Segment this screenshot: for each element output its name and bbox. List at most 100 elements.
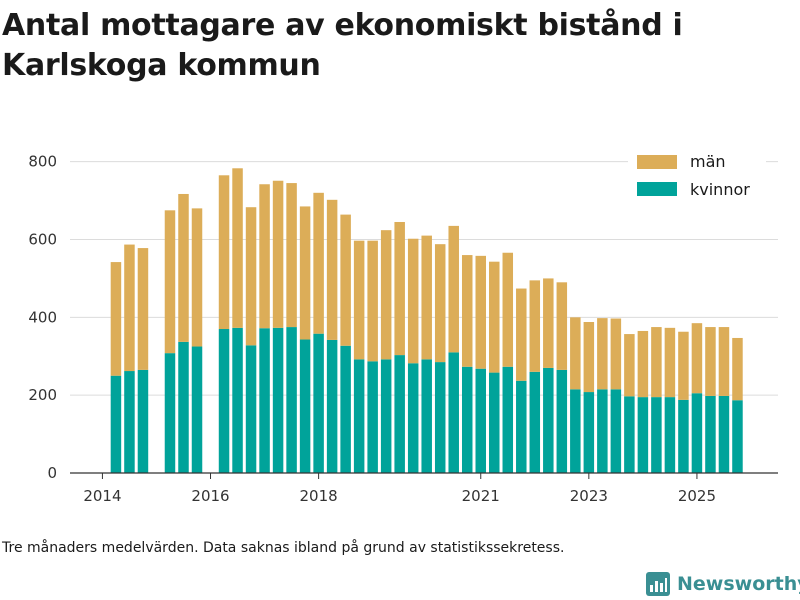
brand-logo: Newsworthy xyxy=(645,570,800,598)
bar-man xyxy=(475,255,486,369)
bar-kvinnor xyxy=(583,392,595,473)
bar-kvinnor xyxy=(434,362,446,473)
bar-man xyxy=(353,240,365,360)
bar-kvinnor xyxy=(461,366,473,473)
bar-kvinnor xyxy=(610,389,622,473)
bar-kvinnor xyxy=(570,389,581,473)
bar-kvinnor xyxy=(556,369,568,473)
bar-kvinnor xyxy=(326,339,338,473)
bar-kvinnor xyxy=(340,345,351,473)
y-tick-label: 200 xyxy=(28,386,57,404)
bar-kvinnor xyxy=(218,329,230,473)
bar-man xyxy=(394,221,405,356)
bar-kvinnor xyxy=(732,400,743,473)
bar-man xyxy=(610,318,622,390)
bar-man xyxy=(124,244,135,372)
bar-man xyxy=(110,262,122,376)
bar-man xyxy=(326,199,338,340)
x-tick-label: 2025 xyxy=(678,487,716,505)
bar-man xyxy=(597,318,608,390)
bar-man xyxy=(434,244,446,363)
bar-man xyxy=(651,327,662,398)
bar-kvinnor xyxy=(286,327,297,473)
bar-kvinnor xyxy=(164,353,176,473)
y-tick-label: 600 xyxy=(28,231,57,249)
bar-man xyxy=(529,280,541,372)
bar-man xyxy=(705,327,716,396)
y-tick-label: 0 xyxy=(47,464,57,482)
bar-man xyxy=(272,180,284,328)
bar-kvinnor xyxy=(597,389,608,473)
bar-man xyxy=(556,282,568,370)
bar-kvinnor xyxy=(380,359,392,473)
bar-man xyxy=(637,330,649,398)
bar-man xyxy=(137,248,149,370)
bar-man xyxy=(678,331,689,400)
bar-kvinnor xyxy=(678,399,689,473)
bar-kvinnor xyxy=(651,397,662,473)
brand-name: Newsworthy xyxy=(677,573,800,595)
footnote: Tre månaders medelvärden. Data saknas ib… xyxy=(2,540,565,556)
bar-man xyxy=(191,208,203,347)
bar-kvinnor xyxy=(475,368,486,473)
bar-kvinnor xyxy=(191,346,203,473)
bar-kvinnor xyxy=(489,372,500,473)
bar-kvinnor xyxy=(137,369,149,473)
bar-kvinnor xyxy=(624,396,635,473)
legend-label-man: män xyxy=(690,152,726,171)
bar-man xyxy=(367,240,378,362)
bar-man xyxy=(218,175,230,330)
x-tick-label: 2021 xyxy=(462,487,500,505)
bar-kvinnor xyxy=(421,359,432,473)
bar-man xyxy=(516,288,527,381)
bar-man xyxy=(421,235,432,360)
bar-man xyxy=(286,183,297,328)
bar-kvinnor xyxy=(394,355,405,473)
bar-kvinnor xyxy=(529,371,541,473)
bar-kvinnor xyxy=(232,327,243,473)
x-tick-label: 2018 xyxy=(300,487,338,505)
bar-man xyxy=(407,238,419,364)
legend: män kvinnor xyxy=(628,148,766,204)
legend-swatch-man xyxy=(637,155,677,169)
bar-man xyxy=(570,317,581,390)
bar-man xyxy=(489,261,500,373)
bar-man xyxy=(732,337,743,401)
bar-kvinnor xyxy=(516,380,527,473)
bar-kvinnor xyxy=(718,395,730,473)
axis-layer: 0 200 400 600 800 2014 2016 2018 2021 2023 2025 xyxy=(28,153,778,505)
bar-man xyxy=(313,192,324,334)
x-tick-label: 2023 xyxy=(570,487,608,505)
bar-kvinnor xyxy=(691,393,703,473)
bar-kvinnor xyxy=(245,345,257,473)
legend-label-kvinnor: kvinnor xyxy=(690,180,750,199)
bar-man xyxy=(691,323,703,394)
bar-man xyxy=(718,327,730,396)
bar-kvinnor xyxy=(637,397,649,473)
bar-kvinnor xyxy=(353,359,365,473)
bar-kvinnor xyxy=(705,395,716,473)
bar-kvinnor xyxy=(407,363,419,473)
bar-kvinnor xyxy=(259,328,270,473)
bar-kvinnor xyxy=(502,366,514,473)
bar-kvinnor xyxy=(543,367,554,473)
bar-kvinnor xyxy=(124,371,135,473)
bar-kvinnor xyxy=(367,361,378,473)
bar-man xyxy=(299,206,311,340)
x-tick-label: 2016 xyxy=(191,487,229,505)
bar-man xyxy=(448,225,459,353)
bar-kvinnor xyxy=(299,339,311,473)
bar-man xyxy=(461,255,473,367)
bar-layer xyxy=(110,168,743,473)
bar-man xyxy=(259,184,270,329)
legend-swatch-kvinnor xyxy=(637,182,677,196)
bar-man xyxy=(502,252,514,367)
bar-kvinnor xyxy=(272,327,284,473)
page-title: Antal mottagare av ekonomiskt bistånd i … xyxy=(2,8,683,83)
bar-man xyxy=(340,214,351,346)
y-tick-label: 400 xyxy=(28,308,57,326)
bar-man xyxy=(232,168,243,328)
newsworthy-icon xyxy=(646,572,670,596)
bar-man xyxy=(380,230,392,360)
